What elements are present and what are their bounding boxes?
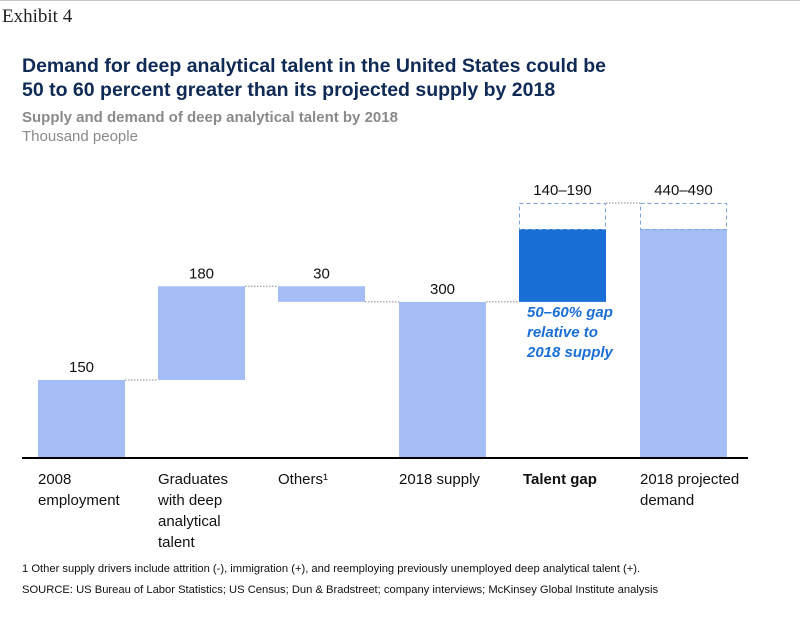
category-label-4: Talent gap: [523, 471, 597, 488]
category-label-5: 2018 projected demand: [640, 471, 740, 509]
category-label-1: Graduates with deep analytical talent: [158, 471, 229, 551]
gap-annotation-line-1: 50–60% gap: [527, 304, 613, 321]
data-label-5: 440–490: [654, 182, 712, 199]
exhibit-label: Exhibit 4: [2, 6, 73, 27]
category-label-3: 2018 supply: [399, 471, 480, 488]
data-label-4: 140–190: [533, 182, 591, 199]
bar-2: [278, 286, 365, 302]
top-rule: [0, 0, 800, 1]
bar-3: [399, 301, 486, 458]
category-label-0: 2008 employment: [38, 471, 120, 509]
title-line-1: Demand for deep analytical talent in the…: [22, 55, 607, 77]
bar-5: [640, 229, 727, 458]
unit-label: Thousand people: [22, 128, 138, 145]
range-box-4: [519, 203, 606, 231]
range-box-5: [640, 203, 727, 231]
gap-annotation: 50–60% gap relative to 2018 supply: [527, 303, 613, 363]
data-label-1: 180: [189, 265, 214, 282]
data-label-0: 150: [69, 359, 94, 376]
footnote: 1 Other supply drivers include attrition…: [22, 563, 641, 575]
data-label-2: 30: [313, 265, 330, 282]
data-label-3: 300: [430, 281, 455, 298]
gap-annotation-line-2: relative to: [527, 324, 598, 341]
bar-1: [158, 286, 245, 380]
source-note: SOURCE: US Bureau of Labor Statistics; U…: [22, 584, 659, 596]
waterfall-chart: 150 180 30 300 140–190 440–490: [22, 182, 748, 459]
title-line-2: 50 to 60 percent greater than its projec…: [22, 79, 556, 101]
gap-annotation-line-3: 2018 supply: [527, 344, 613, 361]
bar-4: [519, 229, 606, 302]
category-label-2: Others¹: [278, 471, 329, 488]
chart-subtitle: Supply and demand of deep analytical tal…: [22, 109, 398, 126]
chart-title: Demand for deep analytical talent in the…: [22, 54, 722, 102]
bar-0: [38, 379, 125, 458]
